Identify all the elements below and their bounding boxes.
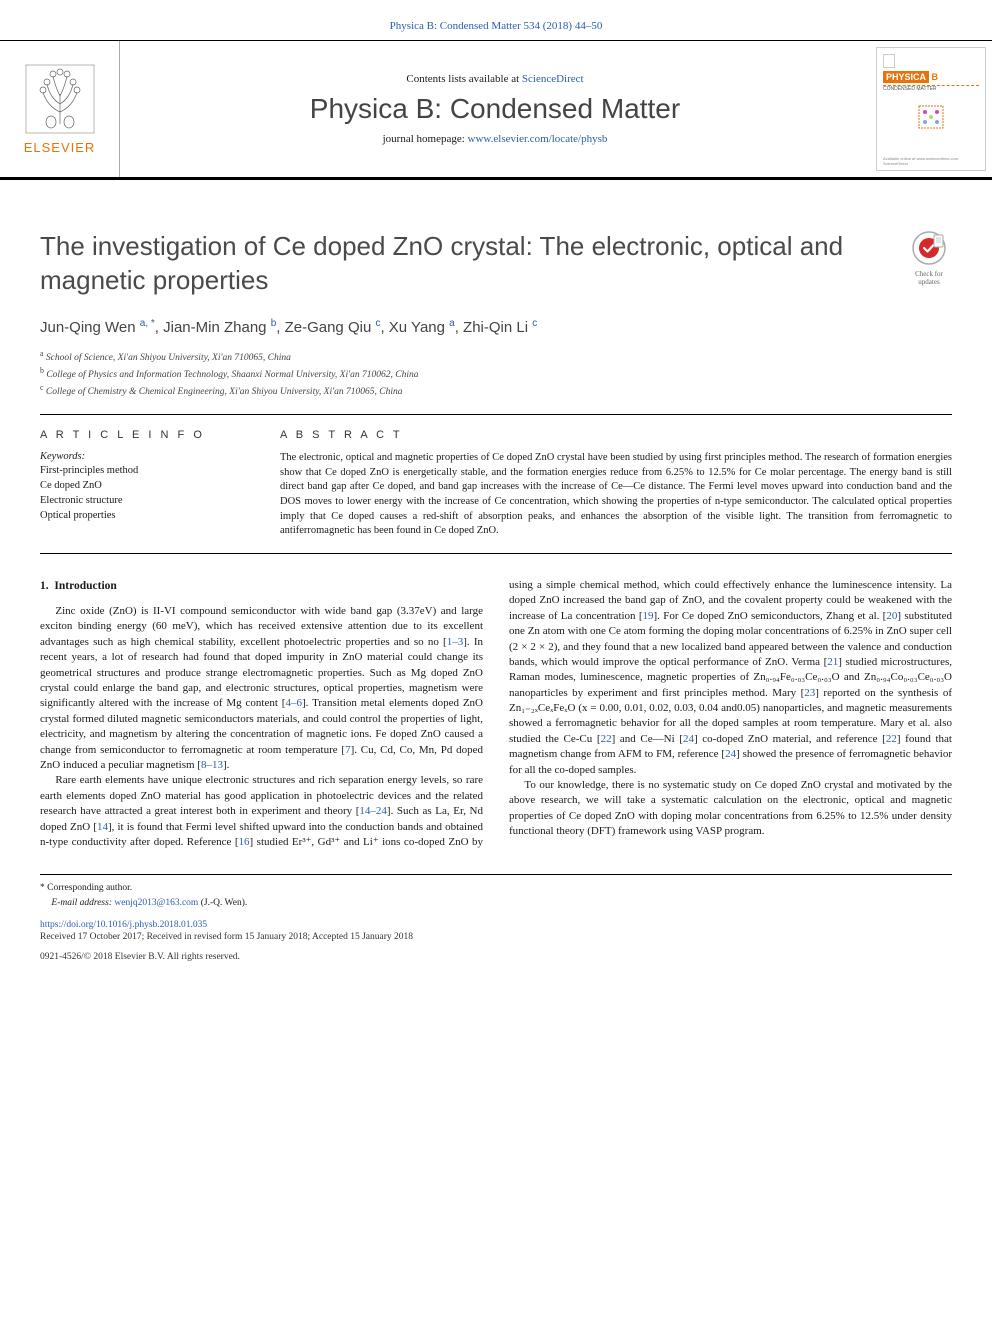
email-label: E-mail address:: [51, 898, 114, 908]
journal-reference: Physica B: Condensed Matter 534 (2018) 4…: [0, 0, 992, 40]
keywords-label: Keywords:: [40, 451, 250, 462]
article-info-heading: A R T I C L E I N F O: [40, 429, 250, 441]
divider: [40, 414, 952, 415]
keyword-item: Optical properties: [40, 508, 250, 523]
body-text: 1. Introduction Zinc oxide (ZnO) is II-V…: [40, 578, 952, 850]
homepage-line: journal homepage: www.elsevier.com/locat…: [383, 133, 608, 145]
affiliation-item: a School of Science, Xi'an Shiyou Univer…: [40, 348, 952, 365]
affiliation-item: b College of Physics and Information Tec…: [40, 365, 952, 382]
ref-link[interactable]: 24: [683, 733, 694, 745]
ref-link[interactable]: 21: [827, 656, 838, 668]
article-info-block: A R T I C L E I N F O Keywords: First-pr…: [40, 429, 250, 539]
sciencedirect-link[interactable]: ScienceDirect: [522, 73, 584, 85]
ref-link[interactable]: 8–13: [201, 759, 223, 771]
doi-link[interactable]: https://doi.org/10.1016/j.physb.2018.01.…: [40, 920, 952, 930]
journal-cover-thumb[interactable]: PHYSICA B CONDENSED MATTER Available onl…: [876, 47, 986, 171]
cover-physica-label: PHYSICA: [883, 71, 929, 83]
keyword-item: Electronic structure: [40, 493, 250, 508]
body-p3: To our knowledge, there is no systematic…: [509, 778, 952, 840]
ref-link[interactable]: 22: [886, 733, 897, 745]
journal-header: ELSEVIER Contents lists available at Sci…: [0, 40, 992, 180]
homepage-link[interactable]: www.elsevier.com/locate/physb: [468, 133, 608, 145]
ref-link[interactable]: 14: [97, 821, 108, 833]
contents-prefix: Contents lists available at: [406, 73, 521, 85]
ref-link[interactable]: 19: [643, 610, 654, 622]
copyright: 0921-4526/© 2018 Elsevier B.V. All right…: [40, 952, 952, 962]
email-link[interactable]: wenjq2013@163.com: [114, 898, 198, 908]
keyword-item: Ce doped ZnO: [40, 478, 250, 493]
homepage-prefix: journal homepage:: [383, 133, 468, 145]
email-suffix: (J.-Q. Wen).: [198, 898, 247, 908]
affiliation-item: c College of Chemistry & Chemical Engine…: [40, 382, 952, 399]
elsevier-wordmark: ELSEVIER: [24, 140, 96, 155]
crossmark-icon: [911, 230, 947, 266]
article-dates: Received 17 October 2017; Received in re…: [40, 932, 952, 942]
crossmark-badge[interactable]: Check for updates: [906, 230, 952, 286]
section-title: Introduction: [54, 580, 116, 592]
affiliations: a School of Science, Xi'an Shiyou Univer…: [40, 348, 952, 400]
journal-name: Physica B: Condensed Matter: [310, 93, 680, 125]
contents-available: Contents lists available at ScienceDirec…: [406, 73, 583, 85]
abstract-heading: A B S T R A C T: [280, 429, 952, 441]
ref-link[interactable]: 24: [725, 748, 736, 760]
ref-link[interactable]: 23: [804, 687, 815, 699]
ref-link[interactable]: 22: [601, 733, 612, 745]
section-heading-1: 1. Introduction: [40, 578, 483, 594]
elsevier-logo[interactable]: ELSEVIER: [0, 41, 120, 177]
abstract-text: The electronic, optical and magnetic pro…: [280, 451, 952, 539]
ref-link[interactable]: 16: [239, 836, 250, 848]
abstract-block: A B S T R A C T The electronic, optical …: [280, 429, 952, 539]
divider: [40, 553, 952, 554]
ref-link[interactable]: 14–24: [359, 805, 387, 817]
ref-link[interactable]: 1–3: [447, 636, 464, 648]
ref-link[interactable]: 20: [886, 610, 897, 622]
crossmark-label: Check for updates: [906, 270, 952, 286]
footnotes: * Corresponding author. E-mail address: …: [40, 874, 952, 910]
keyword-item: First-principles method: [40, 463, 250, 478]
section-number: 1.: [40, 580, 49, 592]
authors-line: Jun-Qing Wen a, *, Jian-Min Zhang b, Ze-…: [40, 318, 952, 336]
corresponding-author: * Corresponding author.: [40, 881, 952, 895]
header-center: Contents lists available at ScienceDirec…: [120, 41, 870, 177]
elsevier-tree-icon: [25, 64, 95, 134]
article-title: The investigation of Ce doped ZnO crysta…: [40, 230, 886, 298]
body-p1: Zinc oxide (ZnO) is II-VI compound semic…: [40, 604, 483, 773]
ref-link[interactable]: 4–6: [285, 697, 302, 709]
